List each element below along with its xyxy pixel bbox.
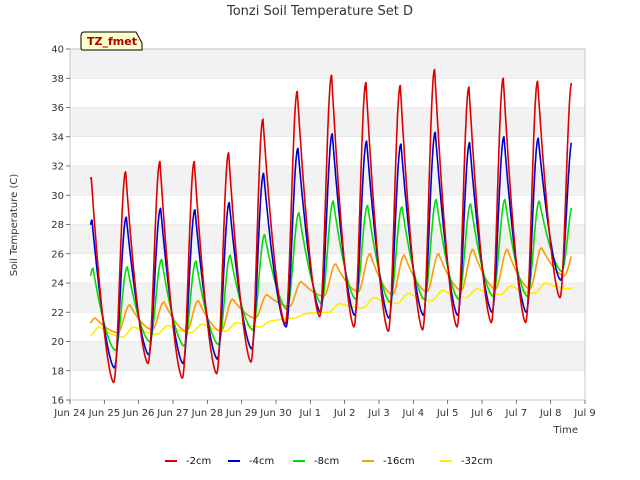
legend-label: -2cm: [186, 456, 211, 467]
plot-band: [70, 370, 585, 400]
x-ticks: Jun 24 Jun 25 Jun 26 Jun 27 Jun 28 Jun 29 Jun …: [53, 400, 596, 419]
x-tick-label: Jun 25: [88, 408, 121, 419]
x-tick-label: Jul 9: [573, 408, 596, 419]
y-tick-label: 40: [51, 45, 64, 56]
x-tick-label: Jul 6: [470, 408, 493, 419]
legend-label: -16cm: [383, 456, 415, 467]
x-tick-label: Jun 27: [156, 408, 189, 419]
data-lines: [89, 68, 573, 384]
y-tick-label: 30: [51, 191, 64, 202]
plot-band: [70, 312, 585, 342]
plot-band: [70, 341, 585, 371]
y-tick-label: 24: [51, 279, 64, 290]
x-tick-label: Jun 29: [225, 408, 258, 419]
tz-badge: TZ_fmet: [80, 31, 143, 51]
x-tick-label: Jul 8: [539, 408, 562, 419]
x-tick-label: Jun 24: [53, 408, 86, 419]
y-ticks: 16 18 20 22 24 26 28 30 32 34 36 38 40: [51, 45, 70, 407]
chart-title: Tonzi Soil Temperature Set D: [226, 4, 413, 19]
y-tick-label: 36: [51, 103, 64, 114]
x-axis-label: Time: [553, 425, 578, 436]
y-tick-label: 16: [51, 396, 64, 407]
legend: -2cm -4cm -8cm -16cm -32cm: [165, 456, 493, 467]
y-tick-label: 34: [51, 132, 64, 143]
plot-band: [70, 78, 585, 108]
y-tick-label: 22: [51, 308, 64, 319]
legend-label: -8cm: [314, 456, 339, 467]
badge-label: TZ_fmet: [87, 35, 137, 48]
x-tick-label: Jul 1: [299, 408, 322, 419]
y-tick-label: 32: [51, 162, 64, 173]
x-tick-label: Jun 26: [122, 408, 155, 419]
y-tick-label: 20: [51, 337, 64, 348]
y-tick-label: 38: [51, 74, 64, 85]
x-tick-label: Jun 30: [259, 408, 292, 419]
x-tick-label: Jul 7: [505, 408, 528, 419]
y-tick-label: 26: [51, 249, 64, 260]
x-tick-label: Jul 4: [402, 408, 425, 419]
x-tick-label: Jul 2: [333, 408, 356, 419]
x-tick-label: Jul 3: [367, 408, 390, 419]
x-tick-label: Jun 28: [191, 408, 224, 419]
legend-label: -32cm: [461, 456, 493, 467]
series-line: [89, 247, 573, 334]
series-line: [89, 68, 573, 384]
plot-band: [70, 49, 585, 79]
y-tick-label: 18: [51, 366, 64, 377]
y-axis-label: Soil Temperature (C): [9, 174, 20, 277]
legend-label: -4cm: [249, 456, 274, 467]
x-tick-label: Jul 5: [436, 408, 459, 419]
y-tick-label: 28: [51, 220, 64, 231]
